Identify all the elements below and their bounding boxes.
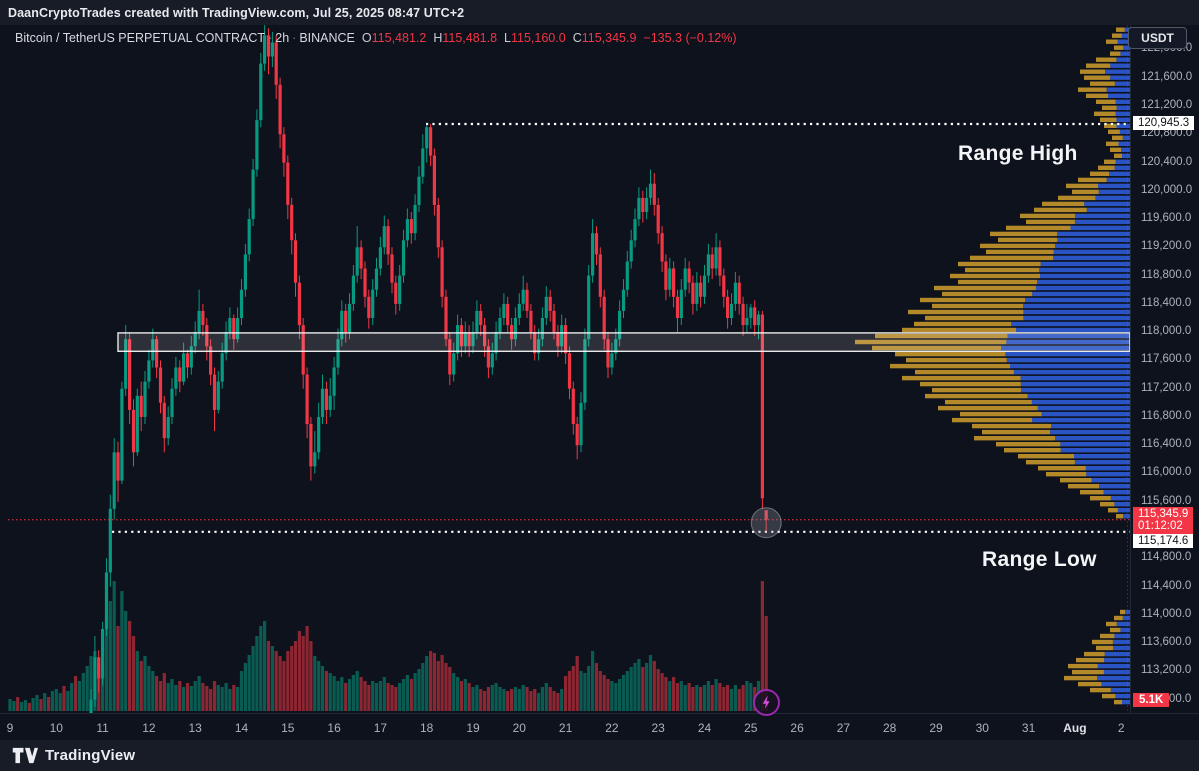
price-tick-label: 114,800.0 <box>1141 551 1192 564</box>
price-tick-label: 119,200.0 <box>1141 240 1192 253</box>
price-tick-label: 121,600.0 <box>1141 70 1193 83</box>
price-tick-label: 114,400.0 <box>1141 579 1192 592</box>
ohlc-values: O115,481.2 H115,481.8 L115,160.0 C115,345.9 <box>355 31 637 45</box>
price-tick-label: 113,600.0 <box>1141 636 1192 649</box>
time-tick-label: 9 <box>6 721 14 735</box>
price-tick-label: 118,400.0 <box>1141 296 1192 309</box>
ohlc-value: 115,345.9 <box>581 31 637 45</box>
price-tick-label: 114,000.0 <box>1141 607 1192 620</box>
symbol-title[interactable]: Bitcoin / TetherUS PERPETUAL CONTRACT <box>15 31 266 45</box>
exchange-label[interactable]: BINANCE <box>299 31 355 45</box>
attribution-text: DaanCryptoTrades created with TradingVie… <box>8 5 465 20</box>
range-high-price-label: 120,945.3 <box>1133 116 1195 130</box>
bar-countdown: 01:12:02 <box>1138 520 1183 533</box>
time-tick-label: 27 <box>836 721 851 735</box>
range-high-text[interactable]: Range High <box>958 142 1078 165</box>
ohlc-key: L <box>504 31 511 45</box>
time-tick-label: 16 <box>327 721 341 735</box>
time-axis[interactable]: 9 10 11 12 13 14 15 16 17 18 19 20 21 22 23 24 25 26 27 28 2… <box>0 713 1199 740</box>
lightning-marker[interactable] <box>753 689 780 716</box>
price-tick-label: 120,000.0 <box>1141 183 1193 196</box>
legend-separator-1: · <box>268 31 273 45</box>
price-axis[interactable]: 122,000.0121,600.0121,200.0120,800.0120,… <box>1130 25 1199 713</box>
volume-value-label: 5.1K <box>1133 693 1170 707</box>
time-tick-label: Aug <box>1063 721 1087 735</box>
range-low-text[interactable]: Range Low <box>982 548 1097 571</box>
ohlc-key: C <box>572 31 582 45</box>
time-tick-label: 30 <box>975 721 989 735</box>
interval-label[interactable]: 2h <box>275 31 290 45</box>
price-tick-label: 117,600.0 <box>1141 353 1192 366</box>
time-tick-label: 24 <box>697 721 712 735</box>
time-tick-label: 28 <box>883 721 897 735</box>
time-tick-label: 18 <box>420 721 434 735</box>
time-tick-label: 25 <box>744 721 758 735</box>
time-tick-label: 22 <box>605 721 619 735</box>
ohlc-value: 115,160.0 <box>511 31 566 45</box>
ohlc-key: O <box>361 31 372 45</box>
price-tick-label: 120,800.0 <box>1141 127 1193 140</box>
price-tick-label: 113,200.0 <box>1141 664 1192 677</box>
legend-separator-2: · <box>292 31 297 45</box>
ohlc-value: 115,481.8 <box>442 31 498 45</box>
time-tick-label: 13 <box>188 721 202 735</box>
footer-bar: TradingView <box>0 740 1199 771</box>
ohlc-key: H <box>433 31 443 45</box>
tradingview-brand-text: TradingView <box>45 747 136 764</box>
last-price-value: 115,345.9 <box>1138 507 1189 520</box>
tradingview-logo[interactable]: TradingView <box>0 747 135 764</box>
symbol-legend[interactable]: Bitcoin / TetherUS PERPETUAL CONTRACT · 2h… <box>15 31 737 45</box>
price-tick-label: 116,800.0 <box>1141 409 1192 422</box>
time-tick-label: 14 <box>234 721 249 735</box>
price-tick-label: 120,400.0 <box>1141 155 1193 168</box>
price-tick-label: 117,200.0 <box>1141 381 1192 394</box>
time-tick-label: 11 <box>96 721 109 735</box>
tradingview-logo-icon <box>12 747 38 764</box>
price-tick-label: 121,200.0 <box>1141 99 1193 111</box>
time-tick-label: 10 <box>49 721 63 735</box>
time-tick-label: 20 <box>512 721 526 735</box>
time-tick-label: 15 <box>281 721 295 735</box>
lightning-bolt-icon <box>762 696 770 709</box>
time-tick-label: 19 <box>466 721 480 735</box>
price-tick-label: 118,000.0 <box>1141 325 1192 338</box>
range-low-price-label: 115,174.6 <box>1133 533 1194 548</box>
price-tick-label: 119,600.0 <box>1141 212 1192 225</box>
ohlc-value: 115,481.2 <box>371 31 427 45</box>
currency-toggle-button[interactable]: USDT <box>1128 27 1187 49</box>
attribution-bar: DaanCryptoTrades created with TradingVie… <box>0 0 1199 25</box>
price-tick-label: 115,600.0 <box>1141 494 1192 507</box>
time-tick-label: 29 <box>929 721 943 735</box>
time-tick-label: 21 <box>558 721 573 735</box>
time-tick-label: 23 <box>651 721 665 735</box>
time-tick-label: 2 <box>1117 721 1125 735</box>
time-tick-label: 26 <box>790 721 804 735</box>
price-tick-label: 116,000.0 <box>1141 466 1192 479</box>
price-tick-label: 116,400.0 <box>1141 438 1192 451</box>
time-tick-label: 12 <box>142 721 156 735</box>
price-tick-label: 118,800.0 <box>1141 268 1192 281</box>
change-value: −135.3 (−0.12%) <box>643 31 737 45</box>
last-price-label: 115,345.9 01:12:02 <box>1133 506 1194 535</box>
time-tick-label: 31 <box>1021 721 1036 735</box>
time-tick-label: 17 <box>373 721 388 735</box>
